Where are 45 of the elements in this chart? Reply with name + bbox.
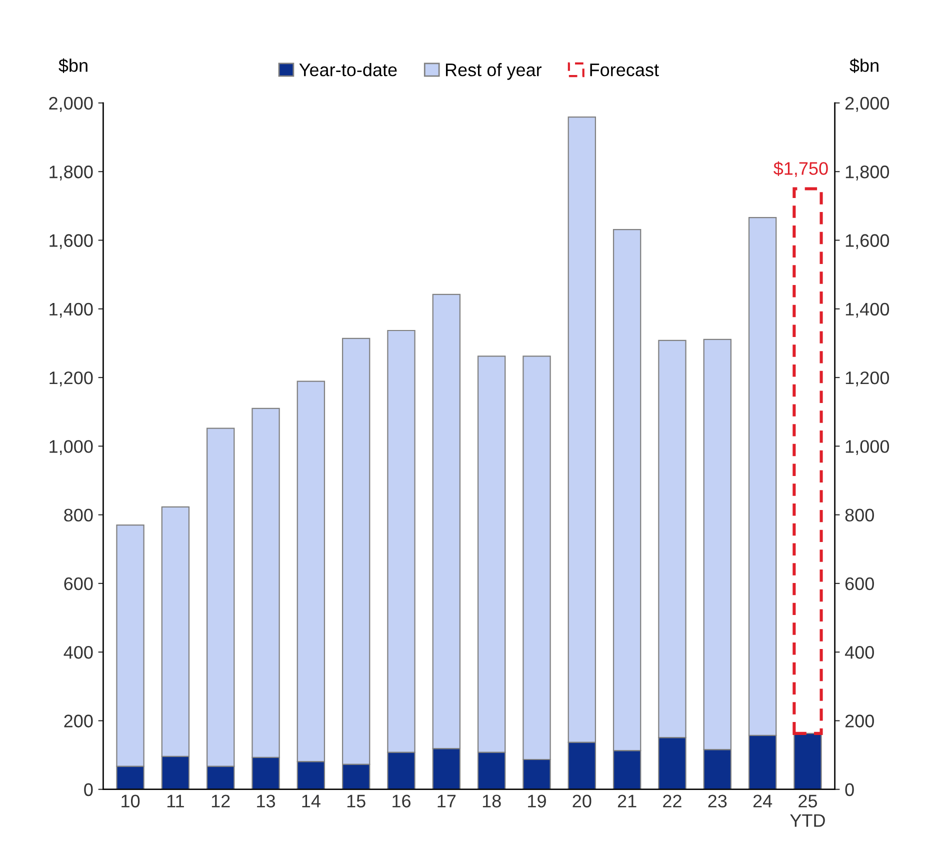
x-tick-label: 11 [167,794,184,808]
y-tick-label: 1,200 [50,371,93,386]
y-tick-label: 0 [84,783,93,796]
x-tick-label: 16 [392,794,411,808]
x-tick-label: 24 [753,794,772,808]
x-tick-label: 10 [122,794,140,808]
x-tick-label: 22 [663,794,682,808]
y2-axis-title: $bn [850,58,878,74]
y-tick-label: 400 [64,646,93,659]
legend-label: Forecast [590,64,659,76]
y2-tick-label: 1,200 [846,371,890,386]
x-tick-label: 18 [482,794,501,808]
x-tick-label: 25 YTD [790,794,825,827]
x-tick-label: 21 [618,794,636,808]
y-tick-label: 1,000 [50,440,93,456]
y-tick-label: 800 [64,508,93,522]
y-tick-label: 2,000 [49,96,93,112]
y-tick-label: 1,400 [50,302,93,318]
legend-label: Rest of year [446,63,542,80]
x-tick-label: 15 [347,794,366,808]
x-tick-label: 12 [212,794,230,808]
y2-tick-label: 1,800 [846,166,890,180]
y2-tick-label: 1,400 [846,302,890,318]
x-tick-label: 23 [708,794,727,808]
y-tick-label: 1,800 [50,166,93,180]
y-tick-label: 200 [64,714,93,728]
y-axis-title: $bn [58,58,88,74]
bar [794,732,822,790]
y-tick-label: 1,600 [50,234,93,250]
x-tick-label: 17 [438,794,456,808]
x-tick-label: 14 [302,794,320,808]
y2-tick-label: 1,000 [846,440,890,456]
y2-tick-label: 2,000 [845,96,890,112]
y-tick-label: 600 [64,577,93,590]
y2-tick-label: 0 [845,783,854,796]
y2-tick-label: 800 [845,508,874,522]
y2-tick-label: 200 [845,714,874,728]
total-label: $1,750 [774,161,828,178]
y2-tick-label: 600 [845,577,874,590]
x-tick-label: 13 [257,794,276,808]
y2-tick-label: 1,600 [846,234,890,250]
x-tick-label: 20 [572,794,592,808]
x-tick-label: 19 [528,794,546,808]
legend-label: Year-to-date [299,63,397,76]
y2-tick-label: 400 [844,646,874,659]
